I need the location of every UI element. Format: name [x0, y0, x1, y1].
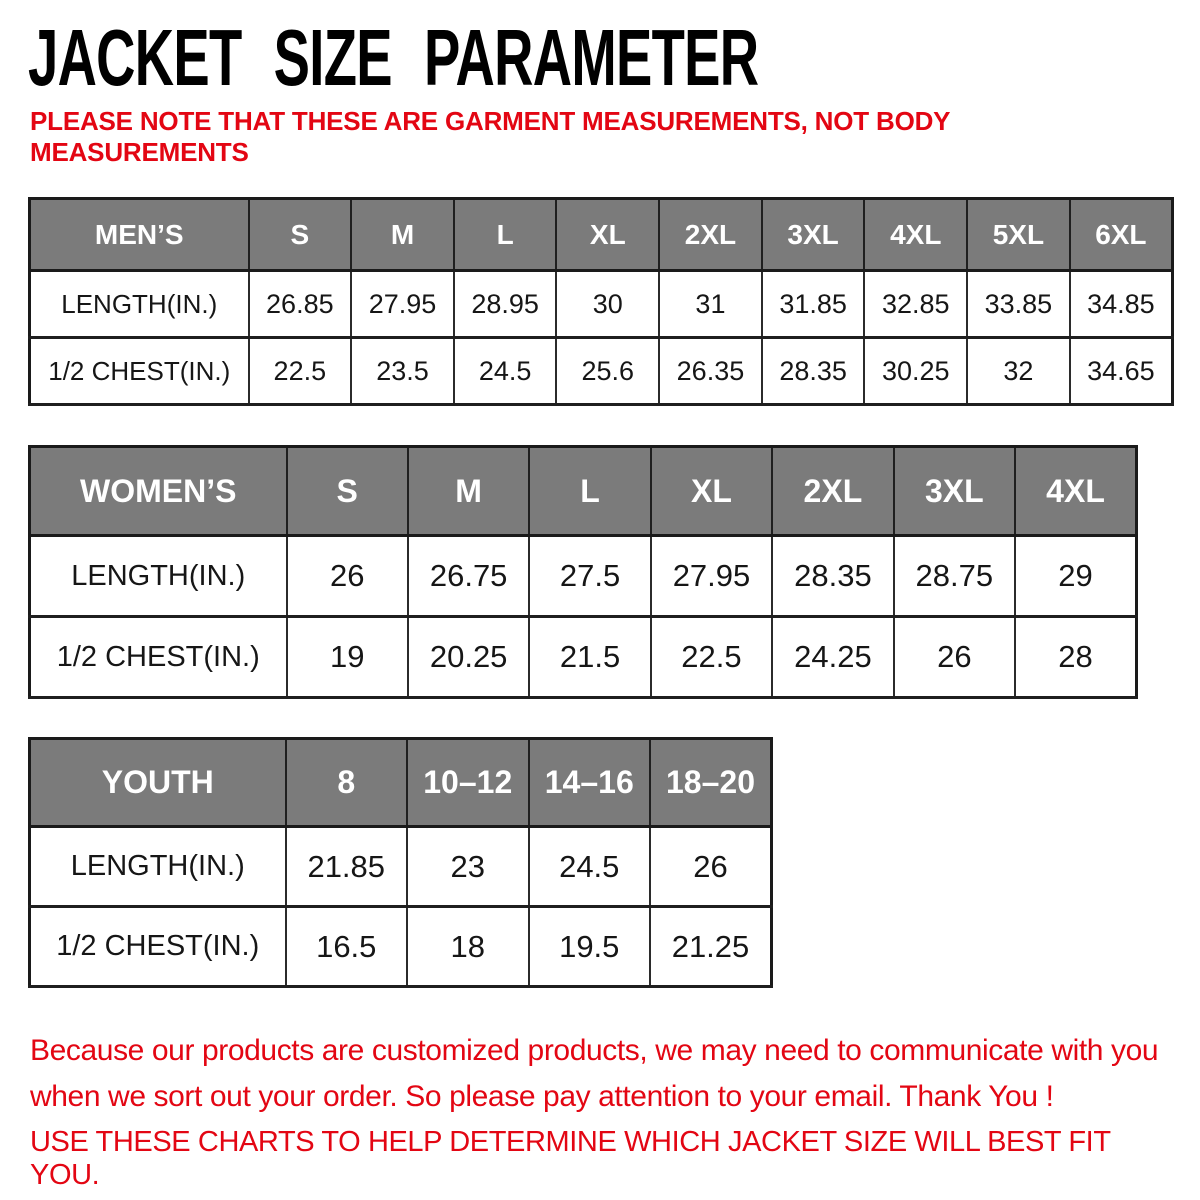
- size-value-cell: 22.5: [247, 336, 353, 406]
- mens-header-row: MEN’S S M L XL 2XL 3XL 4XL 5XL 6XL: [28, 197, 1174, 272]
- mens-col-6xl: 6XL: [1068, 197, 1174, 272]
- womens-table-title: WOMEN’S: [28, 445, 288, 537]
- youth-col-14-16: 14–16: [527, 737, 651, 828]
- womens-col-4xl: 4XL: [1014, 445, 1138, 537]
- size-value-cell: 21.85: [284, 825, 408, 908]
- womens-col-m: M: [406, 445, 531, 537]
- size-value-cell: 26.85: [247, 269, 353, 339]
- row-label: LENGTH(IN.): [28, 534, 288, 618]
- row-label: LENGTH(IN.): [28, 825, 287, 908]
- size-value-cell: 24.25: [771, 615, 895, 699]
- size-value-cell: 21.25: [649, 905, 773, 988]
- size-value-cell: 32: [966, 336, 1071, 406]
- size-value-cell: 28.35: [771, 534, 895, 618]
- size-value-cell: 23.5: [350, 336, 455, 406]
- size-value-cell: 16.5: [284, 905, 408, 988]
- size-value-cell: 28.35: [760, 336, 866, 406]
- youth-size-table: YOUTH 8 10–12 14–16 18–20 LENGTH(IN.) 21…: [28, 737, 773, 988]
- youth-chest-row: 1/2 CHEST(IN.) 16.5 18 19.5 21.25: [28, 905, 773, 988]
- size-value-cell: 22.5: [649, 615, 774, 699]
- womens-col-2xl: 2XL: [771, 445, 895, 537]
- row-label: LENGTH(IN.): [28, 269, 250, 339]
- row-label: 1/2 CHEST(IN.): [28, 905, 287, 988]
- size-value-cell: 30.25: [863, 336, 969, 406]
- womens-col-l: L: [528, 445, 652, 537]
- size-value-cell: 26: [285, 534, 409, 618]
- size-value-cell: 26.35: [658, 336, 763, 406]
- size-value-cell: 31.85: [760, 269, 866, 339]
- youth-col-10-12: 10–12: [406, 737, 530, 828]
- size-value-cell: 24.5: [527, 825, 651, 908]
- mens-length-row: LENGTH(IN.) 26.85 27.95 28.95 30 31 31.8…: [28, 269, 1174, 339]
- mens-size-table: MEN’S S M L XL 2XL 3XL 4XL 5XL 6XL LENGT…: [28, 197, 1174, 406]
- size-value-cell: 24.5: [452, 336, 558, 406]
- womens-col-s: S: [285, 445, 409, 537]
- size-value-cell: 32.85: [863, 269, 969, 339]
- size-value-cell: 19.5: [527, 905, 651, 988]
- row-label: 1/2 CHEST(IN.): [28, 336, 250, 406]
- mens-col-5xl: 5XL: [966, 197, 1071, 272]
- mens-col-s: S: [247, 197, 353, 272]
- size-value-cell: 33.85: [966, 269, 1071, 339]
- size-value-cell: 27.95: [350, 269, 455, 339]
- mens-chest-row: 1/2 CHEST(IN.) 22.5 23.5 24.5 25.6 26.35…: [28, 336, 1174, 406]
- youth-col-18-20: 18–20: [649, 737, 773, 828]
- mens-col-4xl: 4XL: [863, 197, 969, 272]
- size-value-cell: 31: [658, 269, 763, 339]
- size-value-cell: 34.65: [1068, 336, 1174, 406]
- size-value-cell: 27.95: [649, 534, 774, 618]
- youth-length-row: LENGTH(IN.) 21.85 23 24.5 26: [28, 825, 773, 908]
- customization-note: Because our products are customized prod…: [30, 1028, 1180, 1120]
- page-title: JACKET SIZE PARAMETER: [28, 13, 759, 102]
- youth-header-row: YOUTH 8 10–12 14–16 18–20: [28, 737, 773, 828]
- mens-col-xl: XL: [555, 197, 661, 272]
- size-value-cell: 30: [555, 269, 661, 339]
- size-value-cell: 18: [406, 905, 530, 988]
- youth-table-title: YOUTH: [28, 737, 287, 828]
- size-value-cell: 28.75: [892, 534, 1017, 618]
- mens-col-3xl: 3XL: [760, 197, 866, 272]
- womens-chest-row: 1/2 CHEST(IN.) 19 20.25 21.5 22.5 24.25 …: [28, 615, 1138, 699]
- mens-col-2xl: 2XL: [658, 197, 763, 272]
- womens-col-xl: XL: [649, 445, 774, 537]
- garment-measurement-note: PLEASE NOTE THAT THESE ARE GARMENT MEASU…: [30, 106, 990, 168]
- womens-col-3xl: 3XL: [892, 445, 1017, 537]
- size-value-cell: 27.5: [528, 534, 652, 618]
- size-value-cell: 34.85: [1068, 269, 1174, 339]
- size-value-cell: 19: [285, 615, 409, 699]
- womens-size-table: WOMEN’S S M L XL 2XL 3XL 4XL LENGTH(IN.)…: [28, 445, 1138, 699]
- size-value-cell: 29: [1014, 534, 1138, 618]
- size-value-cell: 20.25: [406, 615, 531, 699]
- customization-note-line-1: Because our products are customized prod…: [30, 1034, 1159, 1067]
- size-value-cell: 26: [649, 825, 773, 908]
- size-value-cell: 25.6: [555, 336, 661, 406]
- size-value-cell: 23: [406, 825, 530, 908]
- womens-header-row: WOMEN’S S M L XL 2XL 3XL 4XL: [28, 445, 1138, 537]
- size-value-cell: 28.95: [452, 269, 558, 339]
- size-value-cell: 28: [1014, 615, 1138, 699]
- womens-length-row: LENGTH(IN.) 26 26.75 27.5 27.95 28.35 28…: [28, 534, 1138, 618]
- note-line-2: MEASUREMENTS: [30, 137, 249, 167]
- mens-col-l: L: [452, 197, 558, 272]
- mens-col-m: M: [350, 197, 455, 272]
- size-value-cell: 21.5: [528, 615, 652, 699]
- mens-table-title: MEN’S: [28, 197, 250, 272]
- customization-note-line-2: when we sort out your order. So please p…: [30, 1080, 1054, 1113]
- size-value-cell: 26.75: [406, 534, 531, 618]
- row-label: 1/2 CHEST(IN.): [28, 615, 288, 699]
- note-line-1: PLEASE NOTE THAT THESE ARE GARMENT MEASU…: [30, 106, 951, 136]
- size-value-cell: 26: [892, 615, 1017, 699]
- youth-col-8: 8: [284, 737, 408, 828]
- chart-usage-instruction: USE THESE CHARTS TO HELP DETERMINE WHICH…: [30, 1126, 1111, 1191]
